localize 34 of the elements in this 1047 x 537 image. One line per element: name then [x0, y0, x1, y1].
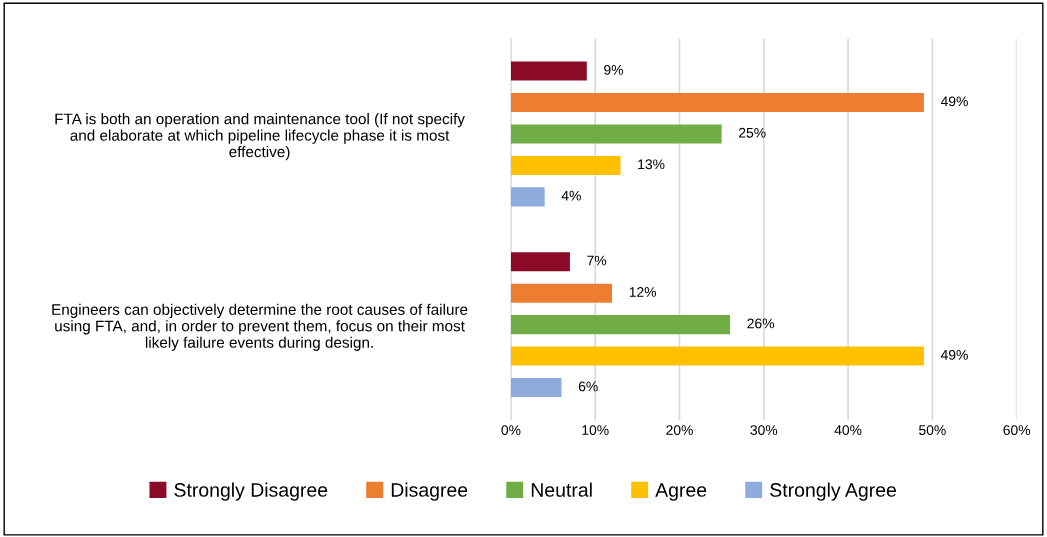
legend-label: Neutral [531, 482, 592, 497]
bar [510, 252, 570, 272]
bar [510, 187, 545, 207]
y-tick-label: FTA is both an operation and maintenance tool (If not specify and elaborate at which pipeline lifecycle phase it is most effective) [55, 113, 465, 161]
data-label: 13% [638, 159, 665, 170]
data-label: 9% [604, 64, 624, 75]
x-tick-label: 60% [1003, 425, 1031, 435]
bar [510, 315, 731, 335]
data-label: 7% [587, 255, 607, 266]
legend-label: Strongly Agree [770, 482, 896, 501]
x-tick-label: 50% [919, 425, 946, 435]
bar [510, 61, 587, 81]
x-tick-label: 20% [666, 425, 693, 435]
legend-label: Disagree [391, 482, 468, 501]
data-label: 49% [940, 349, 968, 360]
x-tick-label: 10% [582, 425, 609, 435]
bar [510, 346, 924, 366]
x-tick-label: 0% [501, 425, 521, 435]
data-label: 49% [940, 96, 968, 107]
x-tick-label: 40% [834, 425, 862, 435]
bar [510, 283, 613, 303]
legend-label: Agree [655, 483, 707, 501]
bar [510, 92, 924, 113]
data-label: 26% [747, 318, 775, 329]
bar [510, 377, 562, 398]
x-tick-label: 30% [750, 425, 778, 435]
data-label: 25% [739, 127, 766, 138]
data-label: 4% [561, 190, 581, 201]
bar [510, 124, 722, 144]
legend-label: Strongly Disagree [174, 482, 328, 501]
y-tick-label: Engineers can objectively determine the root causes of failure using FTA, and, in order to prevent them, focus on their most likely failure events during design. [52, 303, 468, 351]
data-label: 6% [578, 381, 598, 392]
bar [510, 155, 621, 175]
data-label: 12% [629, 287, 657, 297]
